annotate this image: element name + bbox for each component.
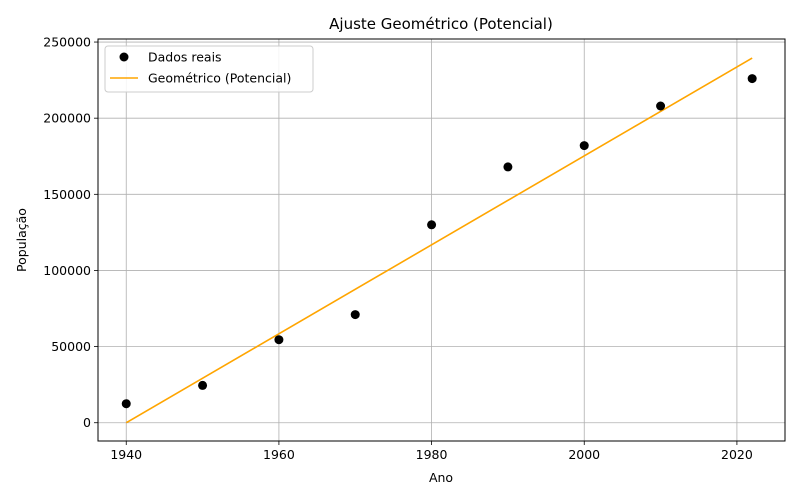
y-tick-label: 200000 [43, 111, 91, 126]
y-tick-label: 100000 [43, 263, 91, 278]
data-point [427, 220, 437, 230]
series-line [125, 57, 753, 424]
data-point [579, 141, 589, 151]
y-tick-label: 50000 [51, 339, 91, 354]
data-point [274, 335, 284, 345]
grid [98, 39, 785, 441]
y-axis-label: População [14, 208, 29, 272]
plot-marks [121, 57, 757, 424]
x-tick-label: 1940 [110, 447, 142, 462]
data-point [747, 74, 757, 84]
legend-label: Dados reais [148, 50, 222, 65]
legend-label: Geométrico (Potencial) [148, 71, 291, 86]
data-point [503, 162, 513, 172]
x-tick-label: 2020 [721, 447, 753, 462]
y-tick-label: 250000 [43, 35, 91, 50]
x-tick-label: 2000 [568, 447, 600, 462]
plot-frame [97, 38, 786, 442]
data-point [198, 380, 208, 390]
data-point [656, 101, 666, 111]
data-point [121, 399, 131, 409]
y-tick-label: 0 [83, 415, 91, 430]
chart-title: Ajuste Geométrico (Potencial) [329, 15, 553, 33]
data-point [350, 310, 360, 320]
x-tick-label: 1960 [263, 447, 295, 462]
x-tick-label: 1980 [416, 447, 448, 462]
x-axis-label: Ano [429, 470, 453, 485]
y-tick-label: 150000 [43, 187, 91, 202]
legend-marker [119, 52, 129, 62]
axes: 1940 1960 1980 2000 2020 0 50000 100000 150000 20… [43, 35, 753, 462]
legend: Dados reais Geométrico (Potencial) [104, 45, 314, 93]
legend-box [104, 45, 314, 93]
